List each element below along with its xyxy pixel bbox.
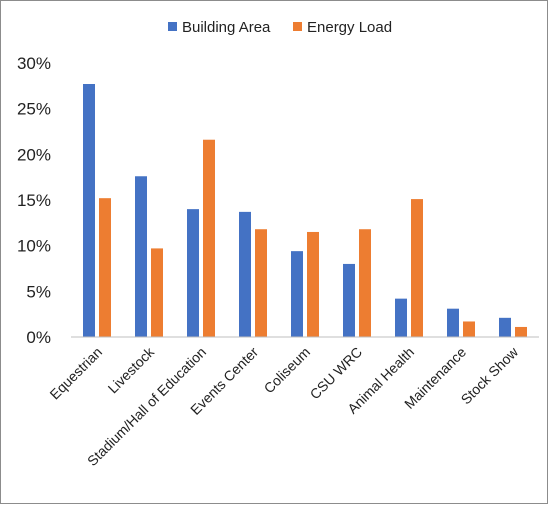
bar-building-area: [291, 251, 303, 337]
bar-energy-load: [515, 326, 527, 337]
bar-building-area: [395, 298, 407, 337]
legend-swatch: [293, 22, 302, 31]
x-category-label: Stock Show: [458, 343, 522, 407]
bar-building-area: [343, 263, 355, 337]
x-category-label: Coliseum: [261, 344, 314, 397]
bar-energy-load: [99, 198, 111, 337]
bar-energy-load: [359, 229, 371, 337]
y-tick-label: 25%: [17, 100, 51, 119]
bar-energy-load: [463, 321, 475, 337]
bar-building-area: [239, 211, 251, 337]
y-tick-label: 30%: [17, 54, 51, 73]
bar-energy-load: [151, 248, 163, 337]
bars: [83, 84, 527, 337]
bar-building-area: [83, 84, 95, 337]
legend: Building Area Energy Load: [168, 19, 392, 36]
legend-label: Energy Load: [307, 19, 392, 36]
y-tick-label: 20%: [17, 145, 51, 164]
y-tick-label: 10%: [17, 237, 51, 256]
bar-building-area: [499, 317, 511, 337]
bar-building-area: [135, 176, 147, 337]
y-tick-label: 0%: [26, 328, 51, 347]
x-category-label: Equestrian: [46, 344, 105, 403]
y-tick-label: 5%: [26, 282, 51, 301]
bar-building-area: [187, 209, 199, 337]
y-axis: 0% 5% 10% 15% 20% 25% 30%: [17, 54, 51, 347]
legend-swatch: [168, 22, 177, 31]
y-tick-label: 15%: [17, 191, 51, 210]
legend-label: Building Area: [182, 19, 271, 36]
bar-energy-load: [307, 231, 319, 337]
bar-building-area: [447, 308, 459, 337]
bar-energy-load: [255, 229, 267, 337]
bar-energy-load: [203, 139, 215, 337]
bar-energy-load: [411, 199, 423, 337]
x-category-label: Livestock: [105, 343, 158, 396]
